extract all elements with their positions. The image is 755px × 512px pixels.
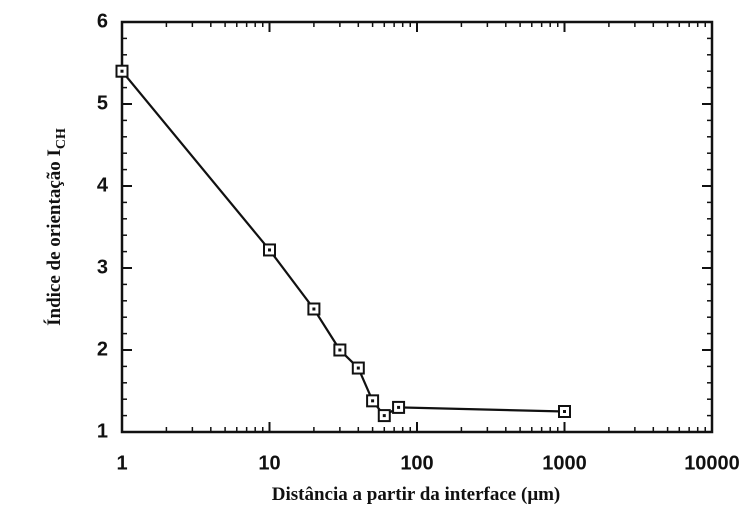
y-axis-label: Índice de orientação ICH — [43, 128, 69, 326]
y-tick-label: 6 — [97, 10, 108, 32]
data-point-dot — [382, 414, 386, 418]
y-tick-label: 4 — [97, 174, 109, 196]
data-point-dot — [268, 248, 271, 252]
x-tick-label: 10 — [258, 452, 280, 474]
data-point-dot — [371, 399, 375, 403]
y-axis-label-main: Índice de orientação I — [43, 149, 65, 326]
data-point-dot — [563, 410, 566, 413]
data-point-dot — [312, 307, 316, 311]
plot-frame — [120, 20, 714, 434]
data-point-dot — [356, 366, 360, 370]
y-tick-label: 3 — [97, 256, 108, 278]
x-axis-label: Distância a partir da interface (μm) — [272, 484, 561, 505]
y-axis-label-subscript: CH — [54, 128, 69, 149]
x-tick-label: 1000 — [542, 452, 587, 474]
data-line — [121, 70, 565, 418]
x-tick-label: 100 — [400, 452, 433, 474]
data-point-dot — [120, 69, 124, 73]
data-point-dot — [338, 348, 342, 352]
y-tick-label: 5 — [97, 92, 108, 114]
data-point-dot — [397, 405, 401, 409]
x-tick-label: 1 — [116, 452, 127, 474]
y-tick-label: 2 — [97, 338, 108, 360]
y-tick-label: 1 — [97, 420, 108, 442]
x-tick-label: 10000 — [684, 452, 740, 474]
